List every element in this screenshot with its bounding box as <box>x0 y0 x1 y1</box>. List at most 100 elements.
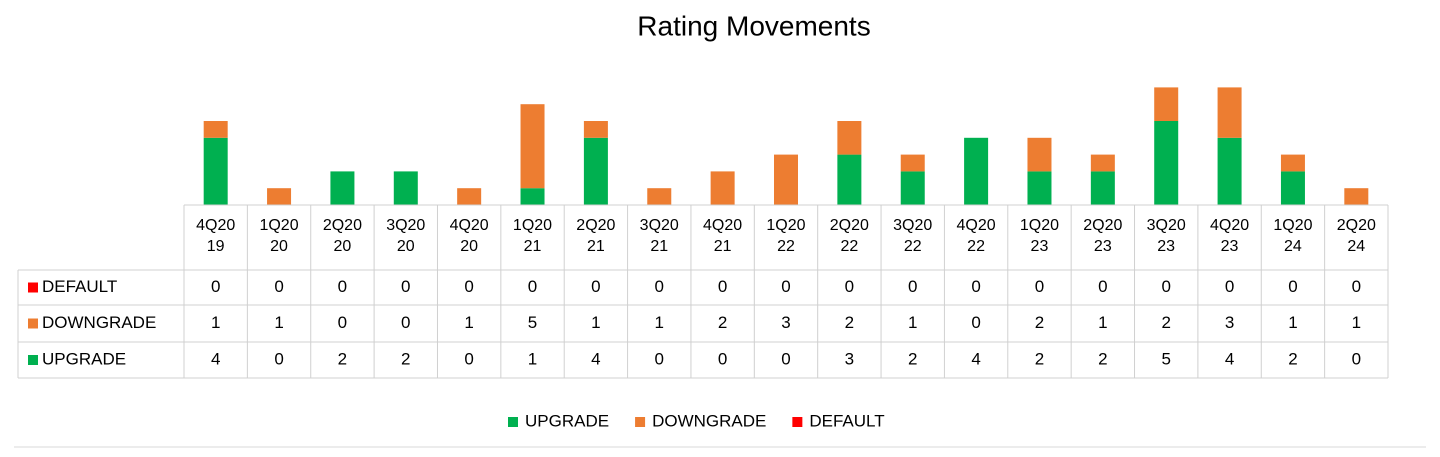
bar-segment <box>1217 137 1242 205</box>
table-value: 0 <box>718 277 727 296</box>
table-value: 4 <box>1225 349 1234 368</box>
bar-segment <box>837 121 862 155</box>
category-label: 2Q2020 <box>322 217 362 255</box>
table-value: 0 <box>464 349 473 368</box>
category-header: 2Q2023 <box>1083 217 1123 255</box>
table-value: 2 <box>1035 313 1044 332</box>
bar-segment <box>330 171 355 205</box>
category-header: 1Q2022 <box>766 217 805 255</box>
category-label: 1Q2024 <box>1273 217 1313 255</box>
table-value: 0 <box>1035 277 1044 296</box>
table-value: 1 <box>211 313 220 332</box>
chart-title: Rating Movements <box>637 10 870 41</box>
table-legend-key <box>28 282 38 293</box>
bar-segment <box>520 104 545 189</box>
category-header: 1Q2021 <box>513 217 552 255</box>
category-label: 2Q2021 <box>576 217 616 255</box>
table-value: 3 <box>1225 313 1234 332</box>
category-label: 3Q2021 <box>639 217 679 255</box>
bar-segment <box>520 188 545 205</box>
category-header: 2Q2020 <box>322 217 362 255</box>
bar-segment <box>1344 188 1369 205</box>
category-header: 3Q2021 <box>639 217 679 255</box>
table-value: 0 <box>655 349 664 368</box>
legend-key <box>635 417 646 427</box>
table-value: 2 <box>845 313 854 332</box>
table-value: 1 <box>655 313 664 332</box>
table-value: 4 <box>971 349 980 368</box>
table-value: 4 <box>211 349 220 368</box>
category-header: 3Q2022 <box>893 217 932 255</box>
table-value: 2 <box>1288 349 1297 368</box>
table-value: 5 <box>1161 349 1170 368</box>
table-value: 0 <box>1352 349 1361 368</box>
legend-label: UPGRADE <box>525 411 609 430</box>
table-value: 2 <box>908 349 917 368</box>
table-value: 0 <box>401 313 410 332</box>
category-header: 3Q2020 <box>386 217 425 255</box>
category-header: 4Q2022 <box>956 217 996 255</box>
table-value: 0 <box>591 277 600 296</box>
table-value: 0 <box>274 277 283 296</box>
bar-segment <box>837 154 862 205</box>
bar-segment <box>900 171 925 205</box>
table-value: 0 <box>655 277 664 296</box>
bar-segment <box>583 121 608 138</box>
category-label: 4Q2020 <box>449 217 489 255</box>
category-header: 1Q2024 <box>1273 217 1313 255</box>
table-value: 0 <box>338 277 347 296</box>
table-value: 0 <box>845 277 854 296</box>
table-value: 0 <box>1098 277 1107 296</box>
table-value: 1 <box>1098 313 1107 332</box>
row-label: UPGRADE <box>42 349 126 368</box>
table-value: 4 <box>591 349 600 368</box>
category-label: 2Q2023 <box>1083 217 1123 255</box>
table-value: 3 <box>845 349 854 368</box>
table-value: 0 <box>781 349 790 368</box>
table-value: 0 <box>971 313 980 332</box>
category-header: 2Q2022 <box>830 217 869 255</box>
bar-segment <box>774 154 798 205</box>
bar-segment <box>267 188 292 205</box>
category-header: 2Q2021 <box>576 217 616 255</box>
bar-segment <box>1154 121 1179 205</box>
category-label: 1Q2023 <box>1019 217 1060 255</box>
table-value: 2 <box>338 349 347 368</box>
category-header: 3Q2023 <box>1146 217 1186 255</box>
bar-segment <box>647 188 672 205</box>
category-header: 2Q2024 <box>1336 217 1376 255</box>
category-label: 3Q2023 <box>1146 217 1186 255</box>
bar-segment <box>1280 171 1305 205</box>
table-legend-key <box>28 355 38 365</box>
legend-label: DOWNGRADE <box>652 411 766 430</box>
table-value: 2 <box>1098 349 1107 368</box>
table-value: 0 <box>718 349 727 368</box>
table-value: 2 <box>718 313 727 332</box>
category-label: 2Q2024 <box>1336 217 1376 255</box>
table-value: 0 <box>1352 277 1361 296</box>
table-value: 0 <box>1225 277 1234 296</box>
table-value: 1 <box>908 313 917 332</box>
table-value: 2 <box>1161 313 1170 332</box>
bar-segment <box>710 171 735 205</box>
table-value: 2 <box>401 349 410 368</box>
category-label: 4Q2022 <box>956 217 996 255</box>
category-header: 1Q2023 <box>1019 217 1060 255</box>
legend-key <box>792 417 803 427</box>
category-header: 4Q2019 <box>196 217 236 255</box>
category-header: 4Q2020 <box>449 217 489 255</box>
table-value: 0 <box>401 277 410 296</box>
table-value: 0 <box>781 277 790 296</box>
legend-label: DEFAULT <box>809 411 884 430</box>
bar-segment <box>583 137 608 205</box>
bar-segment <box>1027 137 1052 172</box>
bar-segment <box>1027 171 1052 205</box>
category-label: 4Q2019 <box>196 217 236 255</box>
bar-segment <box>1154 87 1179 121</box>
table-value: 0 <box>464 277 473 296</box>
category-label: 4Q2021 <box>703 217 743 255</box>
bar-segment <box>900 154 925 172</box>
table-value: 0 <box>908 277 917 296</box>
bar-segment <box>457 188 482 205</box>
